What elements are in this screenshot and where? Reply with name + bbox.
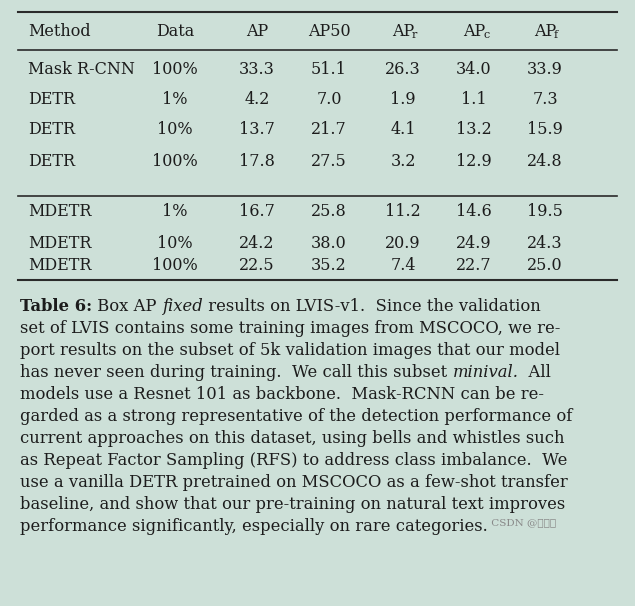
Text: performance significantly, especially on rare categories.: performance significantly, especially on… [20, 518, 488, 535]
Text: 10%: 10% [157, 236, 193, 253]
Text: 22.5: 22.5 [239, 258, 275, 275]
Text: 3.2: 3.2 [391, 153, 416, 170]
Text: 20.9: 20.9 [385, 236, 421, 253]
Text: 1%: 1% [163, 90, 188, 107]
Text: 7.3: 7.3 [532, 90, 558, 107]
Text: 24.9: 24.9 [456, 236, 492, 253]
Text: fixed: fixed [162, 298, 203, 315]
Text: Method: Method [28, 22, 91, 39]
Text: 13.7: 13.7 [239, 121, 275, 138]
Text: AP: AP [392, 22, 414, 39]
Text: 27.5: 27.5 [311, 153, 347, 170]
Text: current approaches on this dataset, using bells and whistles such: current approaches on this dataset, usin… [20, 430, 565, 447]
Text: 19.5: 19.5 [527, 204, 563, 221]
Text: 24.3: 24.3 [527, 236, 563, 253]
Text: garded as a strong representative of the detection performance of: garded as a strong representative of the… [20, 408, 572, 425]
Text: 1.1: 1.1 [461, 90, 487, 107]
Text: AP50: AP50 [308, 22, 351, 39]
Text: 24.8: 24.8 [527, 153, 563, 170]
Text: f: f [554, 30, 558, 40]
Text: 1%: 1% [163, 204, 188, 221]
Text: 7.4: 7.4 [391, 258, 416, 275]
Text: 12.9: 12.9 [456, 153, 492, 170]
Text: 24.2: 24.2 [239, 236, 275, 253]
Text: use a vanilla DETR pretrained on MSCOCO as a few-shot transfer: use a vanilla DETR pretrained on MSCOCO … [20, 474, 568, 491]
Text: Mask R-CNN: Mask R-CNN [28, 61, 135, 78]
Text: MDETR: MDETR [28, 236, 91, 253]
Text: has never seen during training.  We call this subset: has never seen during training. We call … [20, 364, 452, 381]
Text: 33.3: 33.3 [239, 61, 275, 78]
Text: port results on the subset of 5k validation images that our model: port results on the subset of 5k validat… [20, 342, 560, 359]
Text: 100%: 100% [152, 258, 198, 275]
Text: set of LVIS contains some training images from MSCOCO, we re-: set of LVIS contains some training image… [20, 320, 560, 337]
Text: 26.3: 26.3 [385, 61, 421, 78]
Text: 15.9: 15.9 [527, 121, 563, 138]
Text: DETR: DETR [28, 90, 75, 107]
Text: 34.0: 34.0 [456, 61, 492, 78]
Text: as Repeat Factor Sampling (RFS) to address class imbalance.  We: as Repeat Factor Sampling (RFS) to addre… [20, 452, 568, 469]
Text: 4.2: 4.2 [244, 90, 270, 107]
Text: 22.7: 22.7 [456, 258, 492, 275]
Text: baseline, and show that our pre-training on natural text improves: baseline, and show that our pre-training… [20, 496, 565, 513]
Text: Data: Data [156, 22, 194, 39]
Text: 21.7: 21.7 [311, 121, 347, 138]
Text: 4.1: 4.1 [391, 121, 416, 138]
Text: 10%: 10% [157, 121, 193, 138]
Text: minival.: minival. [452, 364, 518, 381]
Text: 13.2: 13.2 [456, 121, 492, 138]
Text: 51.1: 51.1 [311, 61, 347, 78]
Text: results on LVIS-v1.  Since the validation: results on LVIS-v1. Since the validation [203, 298, 540, 315]
Text: 33.9: 33.9 [527, 61, 563, 78]
Text: 25.0: 25.0 [527, 258, 563, 275]
Text: 1.9: 1.9 [390, 90, 416, 107]
Text: 35.2: 35.2 [311, 258, 347, 275]
Text: Box AP: Box AP [92, 298, 162, 315]
Text: 17.8: 17.8 [239, 153, 275, 170]
Text: models use a Resnet 101 as backbone.  Mask-RCNN can be re-: models use a Resnet 101 as backbone. Mas… [20, 386, 544, 403]
Text: AP: AP [463, 22, 485, 39]
Text: r: r [412, 30, 417, 40]
Text: MDETR: MDETR [28, 258, 91, 275]
Text: AP: AP [246, 22, 268, 39]
Text: 100%: 100% [152, 153, 198, 170]
Text: 7.0: 7.0 [316, 90, 342, 107]
Text: DETR: DETR [28, 121, 75, 138]
Text: 100%: 100% [152, 61, 198, 78]
Text: 16.7: 16.7 [239, 204, 275, 221]
Text: Table 6:: Table 6: [20, 298, 92, 315]
Text: 25.8: 25.8 [311, 204, 347, 221]
Text: 11.2: 11.2 [385, 204, 421, 221]
Text: AP: AP [534, 22, 556, 39]
Text: All: All [518, 364, 551, 381]
Text: c: c [483, 30, 489, 40]
Text: 14.6: 14.6 [456, 204, 492, 221]
Text: DETR: DETR [28, 153, 75, 170]
Text: CSDN @个荆尘: CSDN @个荆尘 [488, 518, 556, 527]
Text: MDETR: MDETR [28, 204, 91, 221]
Text: 38.0: 38.0 [311, 236, 347, 253]
